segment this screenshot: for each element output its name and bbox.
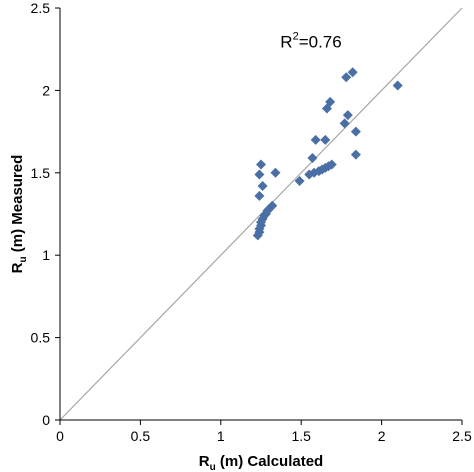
data-point (267, 200, 278, 211)
x-tick-label: 0 (56, 428, 64, 444)
x-tick-label: 1.5 (291, 428, 311, 444)
data-point (310, 134, 321, 145)
x-tick-label: 2 (378, 428, 386, 444)
data-point (350, 149, 361, 160)
y-axis-ticks: 0 0.5 1 1.5 2 2.5 (31, 0, 60, 428)
x-tick-label: 1 (217, 428, 225, 444)
data-point (347, 67, 358, 78)
y-tick-label: 1.5 (31, 165, 51, 181)
data-point (257, 180, 268, 191)
data-point (254, 190, 265, 201)
data-point (342, 110, 353, 121)
y-axis-title-main: R (9, 262, 26, 273)
x-axis-title-rest: (m) Calculated (216, 453, 324, 470)
x-tick-label: 2.5 (452, 428, 472, 444)
data-point (254, 169, 265, 180)
y-axis-title: Ru (m) Measured (9, 155, 29, 274)
x-axis-title-main: R (199, 453, 210, 470)
y-tick-label: 2 (42, 82, 50, 98)
r-squared-base: R (280, 33, 292, 52)
x-axis-title-sub: u (210, 462, 216, 472)
y-tick-label: 1 (42, 247, 50, 263)
x-axis-title: Ru (m) Calculated (199, 453, 323, 472)
r-squared-sup: 2 (293, 31, 299, 43)
data-point (307, 152, 318, 163)
y-axis-title-rest: (m) Measured (9, 155, 26, 257)
data-point (320, 134, 331, 145)
data-point (350, 126, 361, 137)
data-point (256, 159, 266, 170)
data-point (392, 80, 403, 91)
y-tick-label: 2.5 (31, 0, 51, 16)
data-point (270, 167, 281, 178)
data-point (325, 96, 336, 107)
r-squared-annotation: R2=0.76 (280, 31, 341, 52)
data-point (294, 176, 305, 187)
y-axis-title-sub: u (18, 256, 29, 262)
r-squared-value: =0.76 (299, 33, 342, 52)
y-tick-label: 0 (42, 412, 50, 428)
y-tick-label: 0.5 (31, 330, 51, 346)
data-point (341, 72, 352, 83)
data-point (326, 159, 337, 170)
data-point (339, 118, 350, 129)
data-points (252, 67, 403, 241)
x-tick-label: 0.5 (131, 428, 151, 444)
x-axis-ticks: 0 0.5 1 1.5 2 2.5 (56, 420, 472, 444)
